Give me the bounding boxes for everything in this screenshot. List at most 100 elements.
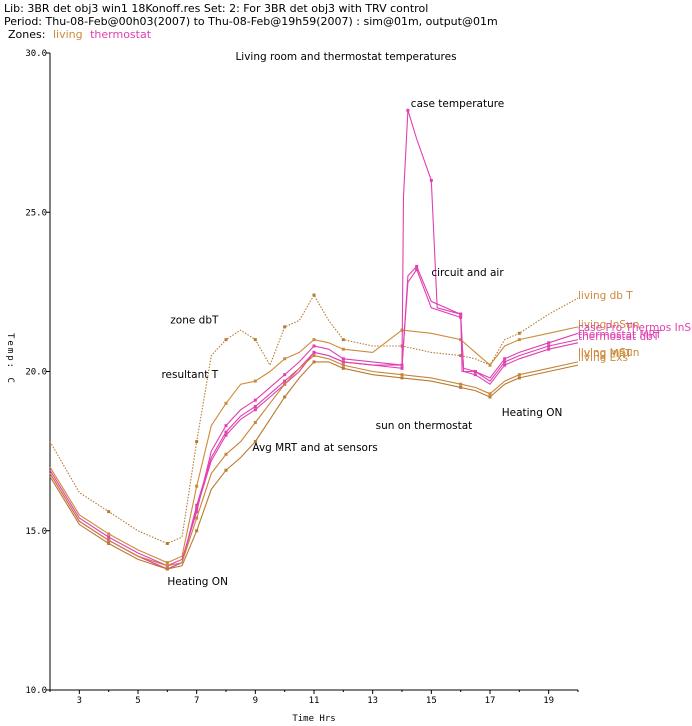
chart-annotation: zone dbT <box>170 315 219 327</box>
series-marker <box>517 338 521 342</box>
series-marker <box>253 338 257 342</box>
chart-annotation: Heating ON <box>502 407 563 419</box>
series-marker <box>165 541 169 545</box>
series-marker <box>517 376 521 380</box>
series-end-label: living db T <box>578 290 633 302</box>
series-marker <box>488 392 492 396</box>
series-marker <box>341 338 345 342</box>
series-marker <box>107 538 111 542</box>
zones-label: Zones: <box>8 28 46 41</box>
x-tick-label: 5 <box>135 696 140 706</box>
series-marker <box>459 382 463 386</box>
series-marker <box>253 440 257 444</box>
chart-title: Living room and thermostat temperatures <box>235 51 456 63</box>
series-marker <box>503 360 507 364</box>
chart-axes: 30.0 25.0 20.0 15.0 10.0 3 5 7 9 11 13 15 17 19 Time H… <box>5 49 579 724</box>
series-marker <box>517 373 521 377</box>
series-line-3 <box>49 268 579 570</box>
series-marker <box>107 535 111 539</box>
x-axis-label: Time Hrs <box>292 714 335 724</box>
chart-annotations: case temperature circuit and air zone dbT r… <box>161 98 562 588</box>
series-marker <box>195 506 199 510</box>
series-marker <box>400 376 404 380</box>
series-marker <box>224 338 228 342</box>
series-marker <box>195 484 199 488</box>
chart-annotation: resultant T <box>161 369 218 381</box>
series-marker <box>283 382 287 386</box>
series-marker <box>107 541 111 545</box>
series-end-label: case Pro Thermos InSun <box>578 322 692 334</box>
series-marker <box>415 264 419 268</box>
x-tick-label: 7 <box>194 696 199 706</box>
series-marker <box>283 373 287 377</box>
series-marker <box>547 347 551 351</box>
series-marker <box>429 178 433 182</box>
zone-living: living <box>52 28 83 41</box>
series-end-label: living InSun <box>578 319 639 331</box>
series-marker <box>312 338 316 342</box>
x-tick-label: 19 <box>543 696 554 706</box>
series-marker <box>312 350 316 354</box>
series-marker <box>459 312 463 316</box>
series-marker <box>312 354 316 358</box>
chart-annotation: Heating ON <box>167 576 228 588</box>
series-marker <box>224 424 228 428</box>
series-marker <box>253 379 257 383</box>
series-marker <box>224 430 228 434</box>
series-marker <box>253 405 257 409</box>
chart-annotation: circuit and air <box>431 267 504 279</box>
series-marker <box>488 363 492 367</box>
series-marker <box>415 268 419 272</box>
series-marker <box>283 395 287 399</box>
series-line-4 <box>49 265 579 570</box>
y-axis-label: Temp: C <box>5 333 15 385</box>
x-tick-label: 17 <box>485 696 496 706</box>
series-marker <box>165 561 169 565</box>
series-marker <box>473 370 477 373</box>
series-marker <box>341 357 345 361</box>
chart-annotation: case temperature <box>411 98 504 110</box>
x-tick-label: 9 <box>253 696 258 706</box>
series-marker <box>473 373 477 377</box>
series-marker <box>224 452 228 456</box>
series-marker <box>195 529 199 533</box>
series-marker <box>253 420 257 424</box>
y-tick-label: 25.0 <box>25 208 47 218</box>
x-tick-label: 11 <box>309 696 320 706</box>
series-marker <box>517 331 521 335</box>
header-line-library: Lib: 3BR det obj3 win1 18Konoff.res Set:… <box>4 2 429 15</box>
series-end-label: thermostat dbT <box>578 331 660 343</box>
y-tick-label: 15.0 <box>25 527 47 537</box>
series-marker <box>253 398 257 402</box>
y-tick-label: 20.0 <box>25 368 47 378</box>
x-tick-label: 15 <box>426 696 437 706</box>
chart-series <box>49 108 579 571</box>
series-marker <box>224 401 228 405</box>
chart-annotation: sun on thermostat <box>376 420 473 432</box>
series-marker <box>107 532 111 536</box>
series-marker <box>195 503 199 507</box>
series-marker <box>107 510 111 514</box>
series-marker <box>283 325 287 329</box>
series-marker <box>341 347 345 351</box>
series-marker <box>224 468 228 472</box>
series-marker <box>283 357 287 361</box>
chart-annotation: Avg MRT and at sensors <box>252 442 377 454</box>
series-end-label: living MRT <box>578 348 632 360</box>
series-marker <box>195 440 199 444</box>
series-marker <box>341 363 345 367</box>
series-marker <box>165 564 169 568</box>
series-marker <box>459 354 463 358</box>
series-marker <box>341 366 345 370</box>
series-line-6 <box>49 361 579 570</box>
series-end-label: living InSun <box>578 347 639 359</box>
series-marker <box>547 344 551 348</box>
series-marker <box>224 433 228 437</box>
series-marker <box>503 363 507 367</box>
y-tick-label: 10.0 <box>25 686 47 696</box>
x-tick-label: 3 <box>77 696 82 706</box>
series-line-5 <box>49 355 579 567</box>
series-marker <box>400 373 404 377</box>
series-marker <box>283 379 287 383</box>
series-marker <box>400 366 404 370</box>
